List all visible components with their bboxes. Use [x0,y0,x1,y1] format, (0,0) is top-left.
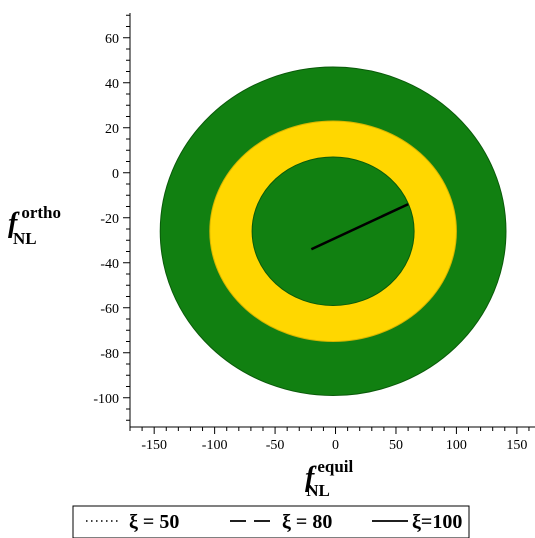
x-tick-label: 50 [389,438,403,453]
y-tick-label: -20 [100,212,119,227]
legend-label: ξ = 50 [129,511,179,533]
y-ticks: -100 -80 -60 -40 -20 0 20 40 60 [93,14,130,421]
x-axis-label: f equil NL [305,457,354,500]
axes: -150 -100 -50 0 50 100 150 -100 -80 -60 -40 -20 0 20… [93,13,535,453]
y-tick-label: 60 [105,32,119,47]
legend-label: ξ=100 [412,511,462,533]
y-tick-label: 20 [105,122,119,137]
legend: ξ = 50 ξ = 80 ξ=100 [72,505,470,538]
y-tick-label: -60 [100,302,119,317]
regions [159,66,507,396]
y-tick-label: 0 [112,167,119,182]
region-ellipse-2 [251,156,415,306]
y-tick-label: -100 [93,392,119,407]
x-tick-label: -100 [202,438,228,453]
data-segment [310,203,409,251]
segment-layer [310,203,409,251]
y-tick-label: 40 [105,77,119,92]
x-tick-label: 100 [446,438,467,453]
legend-label: ξ = 80 [282,511,332,533]
y-axis-label: f ortho NL [8,203,61,248]
x-tick-label: 0 [332,438,339,453]
y-tick-label: -40 [100,257,119,272]
x-tick-label: -150 [141,438,167,453]
legend-box [72,505,470,538]
x-tick-label: 150 [506,438,527,453]
x-tick-label: -50 [266,438,285,453]
x-ticks: -150 -100 -50 0 50 100 150 [129,427,530,453]
y-tick-label: -80 [100,347,119,362]
